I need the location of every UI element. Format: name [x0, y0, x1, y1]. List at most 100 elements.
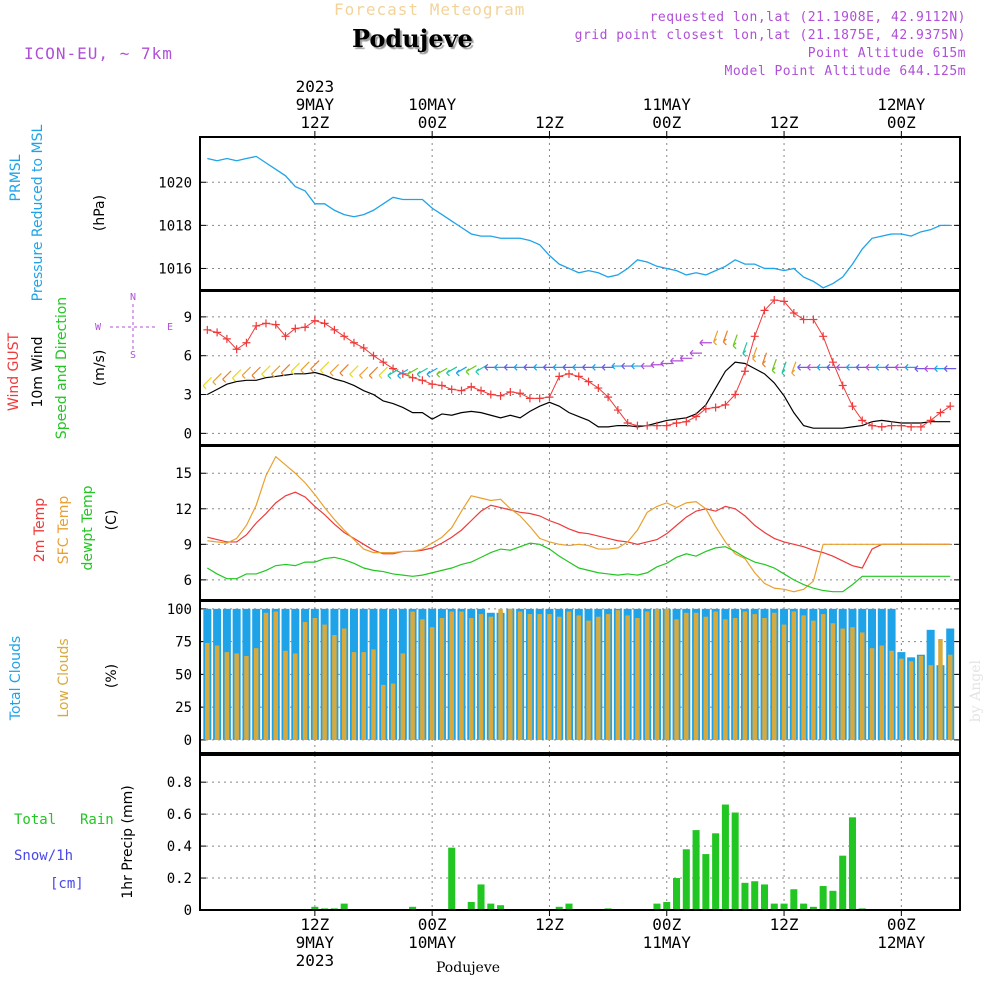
- gust-marker: [291, 324, 300, 333]
- wind-unit-label: (m/s): [92, 350, 108, 387]
- signature: by Angel: [968, 660, 984, 723]
- gust-marker: [447, 385, 456, 394]
- wind-direction-arrow: [349, 365, 359, 378]
- low-cloud-bar: [586, 620, 591, 740]
- gust-marker: [437, 381, 446, 390]
- rain-bar: [829, 890, 837, 910]
- y-tick-label: 1016: [158, 261, 192, 277]
- low-cloud-bar: [742, 611, 748, 740]
- gust-marker: [486, 390, 495, 399]
- wind-direction-arrow: [300, 361, 310, 374]
- gust-marker: [780, 297, 789, 306]
- bottom-time-label: 12Z: [300, 915, 329, 934]
- model-altitude: Model Point Altitude 644.125m: [724, 64, 966, 79]
- bottom-time-label: 00Z: [418, 915, 447, 934]
- total-cloud-bar: [389, 608, 398, 740]
- low-cloud-bar: [244, 656, 249, 740]
- low-cloud-bar: [869, 648, 875, 740]
- low-cloud-bar: [234, 653, 239, 740]
- wind-direction-arrow: [640, 362, 654, 370]
- gust-marker: [310, 316, 319, 325]
- wind-direction-arrow: [650, 361, 663, 369]
- temp-unit-label: (C): [104, 510, 120, 531]
- wind-direction-arrow: [771, 358, 777, 374]
- low-cloud-bar: [224, 652, 230, 740]
- rain-bar: [477, 884, 485, 910]
- rain-bar: [409, 906, 417, 910]
- rain-bar: [800, 903, 808, 910]
- wind-direction-arrow: [231, 369, 242, 382]
- low-cloud-bar: [488, 616, 494, 740]
- y-tick-label: 0.4: [167, 839, 192, 855]
- point-altitude: Point Altitude 615m: [807, 46, 966, 61]
- low-cloud-bar: [498, 608, 503, 740]
- low-cloud-bar: [537, 614, 542, 740]
- low-cloud-bar: [400, 653, 406, 740]
- low-cloud-bar: [908, 661, 914, 740]
- y-tick-label: 9: [184, 310, 192, 326]
- panel-frame: [199, 136, 961, 291]
- temp-2m-line: [207, 491, 951, 569]
- temp2m-label: 2m Temp: [32, 498, 48, 562]
- low-cloud-bar: [644, 611, 650, 740]
- rain-bar: [839, 855, 847, 910]
- low-cloud-bar: [302, 621, 308, 740]
- low-cloud-bar: [947, 654, 953, 740]
- low-cloud-bar: [381, 684, 386, 740]
- gust-marker: [916, 422, 925, 431]
- wind-direction-arrow: [791, 361, 797, 377]
- gust-marker: [301, 323, 310, 332]
- gust-marker: [887, 421, 896, 430]
- rain-bar: [340, 903, 348, 910]
- bottom-time-label: 9MAY: [296, 933, 335, 952]
- chart-supertitle: Forecast Meteogram: [334, 0, 526, 19]
- gust-marker: [682, 417, 691, 426]
- wind-direction-label: Speed and Direction: [54, 297, 70, 439]
- pressure-label-short: PRMSL: [8, 154, 24, 201]
- low-cloud-bar: [283, 650, 288, 740]
- low-cloud-bar: [693, 612, 699, 740]
- precip-axis-label: 1hr Precip (mm): [120, 785, 136, 898]
- footer-station: Podujeve: [436, 960, 500, 976]
- low-cloud-bar: [684, 612, 689, 740]
- wind-direction-arrow: [222, 370, 232, 383]
- top-time-label: 12Z: [770, 113, 799, 132]
- gust-marker: [477, 386, 486, 395]
- low-clouds-label: Low Clouds: [56, 638, 72, 717]
- requested-coords: requested lon,lat (21.1908E, 42.9112N): [649, 10, 966, 25]
- low-cloud-bar: [371, 649, 376, 740]
- compass-west: W: [95, 322, 102, 333]
- low-cloud-bar: [889, 650, 894, 740]
- low-cloud-bar: [449, 611, 454, 740]
- low-cloud-bar: [772, 612, 777, 740]
- wind-direction-arrow: [475, 365, 487, 376]
- snow-unit-label: [cm]: [50, 876, 84, 892]
- wind-direction-arrow: [679, 354, 693, 362]
- y-tick-label: 1018: [158, 218, 192, 234]
- bottom-time-label: 00Z: [887, 915, 916, 934]
- gust-marker: [740, 367, 749, 376]
- wind-direction-arrow: [689, 349, 703, 357]
- pressure-label-long: Pressure Reduced to MSL: [30, 124, 46, 301]
- wind-direction-arrow: [660, 360, 673, 367]
- y-tick-label: 3: [184, 388, 192, 404]
- wind-direction-arrow: [261, 365, 271, 378]
- gust-marker: [330, 325, 339, 334]
- compass-rose: [110, 304, 158, 352]
- rain-bar: [448, 847, 456, 910]
- gust-label: Wind GUST: [6, 332, 22, 411]
- gust-marker: [877, 422, 886, 431]
- gust-marker: [662, 421, 671, 430]
- top-time-label: 12Z: [300, 113, 329, 132]
- rain-bar: [848, 817, 856, 910]
- y-tick-label: 0: [184, 426, 192, 442]
- gust-marker: [633, 421, 642, 430]
- low-cloud-bar: [820, 614, 826, 740]
- gust-marker: [418, 376, 427, 385]
- wind-direction-arrow: [329, 363, 340, 377]
- low-cloud-bar: [732, 618, 738, 740]
- low-cloud-bar: [517, 611, 523, 740]
- gust-marker: [946, 402, 955, 411]
- y-tick-label: 12: [175, 502, 192, 518]
- gust-marker: [828, 358, 837, 367]
